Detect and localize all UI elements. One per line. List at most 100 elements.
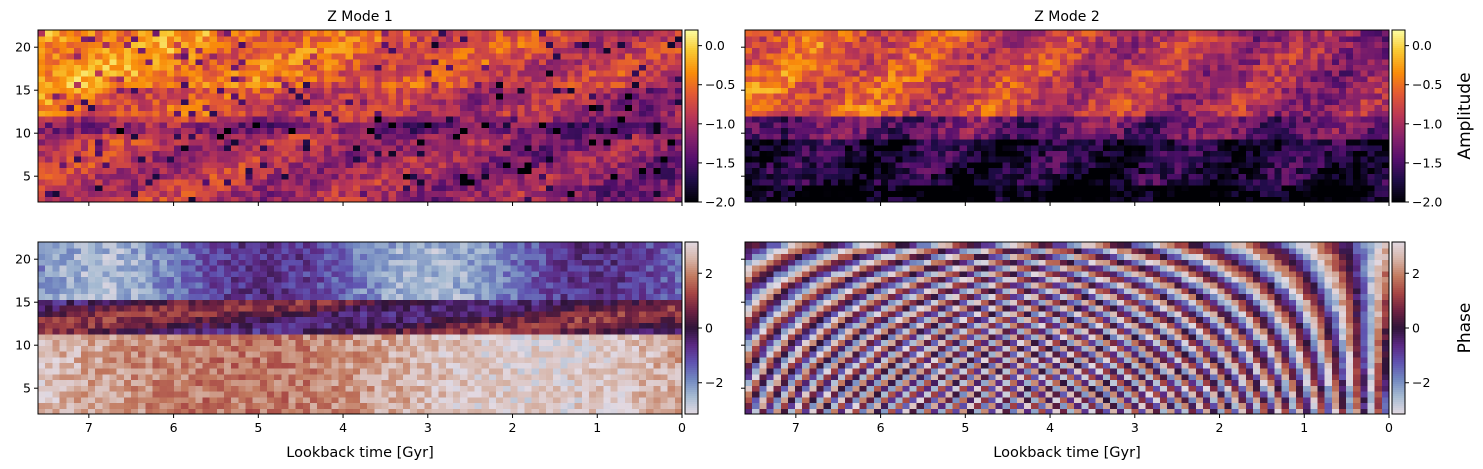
heatmap-cell <box>1095 184 1104 192</box>
heatmap-cell <box>1031 35 1039 43</box>
heatmap-cell <box>431 167 440 174</box>
heatmap-cell <box>123 173 132 180</box>
heatmap-cell <box>1231 127 1240 134</box>
heatmap-cell <box>1102 121 1111 129</box>
heatmap-cell <box>1238 75 1247 83</box>
heatmap-cell <box>603 167 612 174</box>
heatmap-cell <box>1038 104 1047 111</box>
heatmap-cell <box>73 156 82 163</box>
heatmap-cell <box>1188 35 1197 43</box>
heatmap-cell <box>1260 161 1268 169</box>
heatmap-cell <box>224 104 232 111</box>
heatmap-cell <box>159 196 168 203</box>
heatmap-cell <box>173 138 182 146</box>
heatmap-cell <box>838 52 846 60</box>
heatmap-cell <box>395 58 404 65</box>
heatmap-cell <box>1095 58 1104 65</box>
heatmap-cell <box>1245 93 1254 100</box>
heatmap-cell <box>546 127 554 134</box>
heatmap-cell <box>546 179 554 186</box>
heatmap-cell <box>888 116 896 123</box>
heatmap-cell <box>667 47 676 54</box>
heatmap-cell <box>596 121 604 129</box>
heatmap-cell <box>95 58 103 65</box>
heatmap-cell <box>816 116 825 123</box>
heatmap-cell <box>302 75 311 83</box>
heatmap-cell <box>88 127 96 134</box>
heatmap-cell <box>610 167 619 174</box>
heatmap-cell <box>417 127 425 134</box>
heatmap-cell <box>202 138 211 146</box>
heatmap-cell <box>845 184 853 192</box>
heatmap-cell <box>88 93 96 100</box>
heatmap-cell <box>1024 156 1032 163</box>
heatmap-cell <box>331 81 340 88</box>
heatmap-cell <box>188 110 197 117</box>
heatmap-cell <box>102 93 111 100</box>
heatmap-cell <box>131 116 139 123</box>
heatmap-cell <box>759 156 768 163</box>
heatmap-cell <box>66 81 75 88</box>
heatmap-cell <box>631 47 640 54</box>
colorbar-step <box>685 170 698 173</box>
heatmap-cell <box>603 52 612 60</box>
heatmap-cell <box>116 121 125 129</box>
heatmap-cell <box>209 161 218 169</box>
heatmap-cell <box>216 104 225 111</box>
heatmap-cell <box>374 98 383 106</box>
heatmap-cell <box>588 110 597 117</box>
heatmap-cell <box>952 47 961 54</box>
heatmap-cell <box>603 30 612 37</box>
heatmap-cell <box>1224 75 1233 83</box>
heatmap-cell <box>780 127 789 134</box>
heatmap-cell <box>488 87 497 94</box>
heatmap-cell <box>374 104 383 111</box>
heatmap-cell <box>1181 138 1190 146</box>
heatmap-cell <box>588 75 597 83</box>
heatmap-cell <box>1174 93 1183 100</box>
heatmap-cell <box>1002 133 1011 140</box>
heatmap-cell <box>1217 196 1226 203</box>
heatmap-cell <box>588 150 597 157</box>
heatmap-cell <box>116 196 125 203</box>
heatmap-cell <box>1124 144 1132 151</box>
heatmap-cell <box>923 179 932 186</box>
heatmap-cell <box>360 179 368 186</box>
heatmap-cell <box>1024 121 1032 129</box>
heatmap-cell <box>1024 184 1032 192</box>
heatmap-cell <box>431 121 440 129</box>
heatmap-cell <box>1052 167 1061 174</box>
heatmap-cell <box>795 47 803 54</box>
heatmap-cell <box>845 41 853 48</box>
heatmap-cell <box>745 64 753 71</box>
heatmap-cell <box>1210 184 1218 192</box>
heatmap-cell <box>138 173 146 180</box>
heatmap-cell <box>367 133 375 140</box>
heatmap-cell <box>202 70 211 77</box>
heatmap-cell <box>567 116 576 123</box>
heatmap-cell <box>667 127 676 134</box>
heatmap-cell <box>1052 35 1061 43</box>
heatmap-cell <box>759 75 768 83</box>
heatmap-cell <box>916 138 925 146</box>
heatmap-cell <box>1074 173 1082 180</box>
heatmap-cell <box>560 190 569 197</box>
heatmap-cell <box>1195 104 1204 111</box>
heatmap-cell <box>188 81 197 88</box>
heatmap-cell <box>624 161 633 169</box>
heatmap-cell <box>830 47 839 54</box>
heatmap-cell <box>1238 173 1247 180</box>
heatmap-cell <box>838 30 846 37</box>
heatmap-cell <box>231 58 239 65</box>
heatmap-cell <box>188 87 197 94</box>
heatmap-cell <box>1260 167 1268 174</box>
heatmap-cell <box>302 30 311 37</box>
heatmap-cell <box>1131 41 1140 48</box>
heatmap-cell <box>759 52 768 60</box>
heatmap-cell <box>66 150 75 157</box>
heatmap-cell <box>331 138 340 146</box>
heatmap-cell <box>624 138 633 146</box>
heatmap-cell <box>1260 173 1268 180</box>
heatmap-cell <box>238 179 247 186</box>
heatmap-cell <box>88 35 96 43</box>
